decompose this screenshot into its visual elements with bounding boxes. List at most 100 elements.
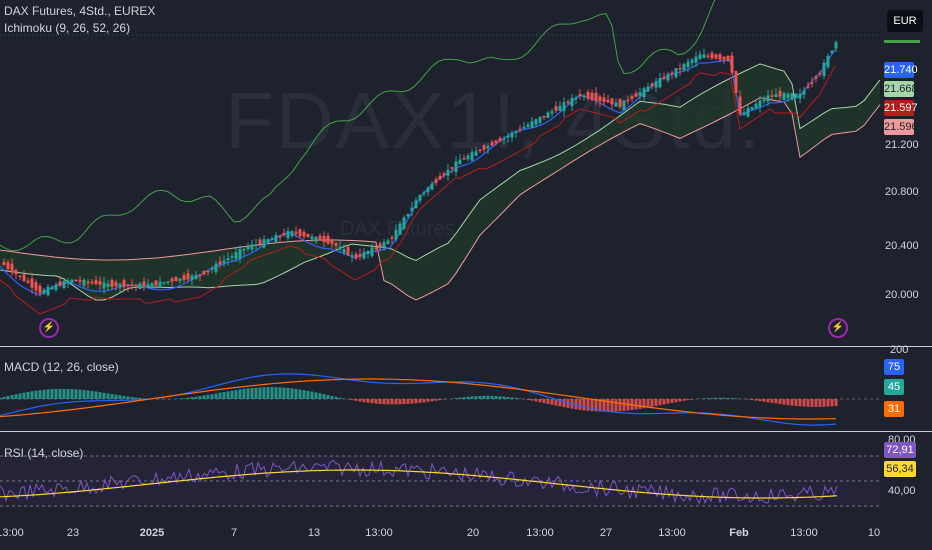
candle-body bbox=[446, 169, 450, 176]
macd-histogram-bar bbox=[186, 397, 190, 399]
macd-histogram-bar bbox=[106, 393, 110, 399]
senkou-b-price-badge: 21.596 bbox=[884, 119, 918, 135]
symbol-watermark-subtitle: DAX Futures bbox=[340, 218, 455, 240]
tenkan-price-badge: 21.740 bbox=[884, 62, 918, 78]
candle-body bbox=[442, 173, 446, 176]
macd-histogram-bar bbox=[550, 399, 554, 405]
macd-histogram-bar bbox=[54, 388, 58, 399]
candle-body bbox=[186, 273, 190, 280]
candle-body bbox=[326, 235, 330, 244]
candle-body bbox=[570, 97, 574, 106]
macd-histogram-bar bbox=[334, 396, 338, 399]
macd-histogram-bar bbox=[410, 399, 414, 404]
macd-histogram-bar bbox=[814, 399, 818, 407]
candle-body bbox=[526, 124, 530, 127]
macd-histogram-bar bbox=[2, 396, 6, 399]
candle-body bbox=[574, 97, 578, 100]
macd-histogram-bar bbox=[218, 392, 222, 399]
macd-histogram-bar bbox=[514, 397, 518, 399]
price-chart[interactable] bbox=[0, 0, 932, 346]
macd-histogram-bar bbox=[618, 399, 622, 412]
rsi-ma-badge: 56,34 bbox=[884, 461, 916, 477]
lightning-swap-icon[interactable]: ⚡ bbox=[39, 318, 59, 338]
macd-histogram-bar bbox=[202, 395, 206, 399]
candle-body bbox=[482, 145, 486, 150]
macd-histogram-bar bbox=[562, 399, 566, 408]
price-pane[interactable]: FDAX1!, 4Std. DAX Futures DAX Futures, 4… bbox=[0, 0, 932, 346]
macd-histogram-bar bbox=[602, 399, 606, 412]
candle-body bbox=[122, 280, 126, 287]
candle-body bbox=[298, 229, 302, 237]
candle-body bbox=[262, 239, 266, 248]
rsi-legend[interactable]: RSI (14, close) bbox=[4, 446, 84, 460]
candle-body bbox=[818, 72, 822, 75]
macd-histogram-bar bbox=[614, 399, 618, 412]
candle-body bbox=[470, 152, 474, 161]
candle-body bbox=[414, 200, 418, 209]
candle-body bbox=[762, 99, 766, 102]
candle-body bbox=[86, 281, 90, 284]
candle-body bbox=[490, 141, 494, 146]
candle-body bbox=[398, 223, 402, 235]
macd-histogram-bar bbox=[726, 397, 730, 399]
candle-body bbox=[338, 246, 342, 250]
lightning-icon[interactable]: ⚡ bbox=[828, 318, 848, 338]
candle-body bbox=[686, 61, 690, 68]
candle-body bbox=[170, 278, 174, 282]
macd-histogram-bar bbox=[810, 399, 814, 407]
macd-histogram-bar bbox=[702, 398, 706, 399]
macd-histogram-bar bbox=[402, 399, 406, 405]
macd-legend[interactable]: MACD (12, 26, close) bbox=[4, 360, 119, 374]
candle-body bbox=[402, 217, 406, 229]
candle-body bbox=[518, 128, 522, 131]
rsi-chart[interactable] bbox=[0, 432, 932, 516]
time-label: 13:00 bbox=[365, 527, 393, 539]
macd-histogram-bar bbox=[234, 390, 238, 399]
macd-chart[interactable] bbox=[0, 347, 932, 431]
macd-histogram-bar bbox=[566, 399, 570, 408]
pane-divider[interactable] bbox=[0, 431, 932, 432]
macd-histogram-bar bbox=[74, 389, 78, 399]
time-label: 13:00 bbox=[658, 527, 686, 539]
candle-body bbox=[106, 283, 110, 287]
macd-pane[interactable]: MACD (12, 26, close) 200 75 45 31 bbox=[0, 344, 932, 431]
ichimoku-legend[interactable]: Ichimoku (9, 26, 52, 26) bbox=[4, 21, 131, 35]
candle-body bbox=[66, 280, 70, 284]
time-axis[interactable]: 13:00 23 2025 7 13 13:00 20 13:00 27 13:… bbox=[0, 517, 932, 550]
macd-histogram-bar bbox=[366, 399, 370, 403]
candle-body bbox=[334, 243, 338, 246]
pane-divider[interactable] bbox=[0, 346, 932, 347]
currency-underline bbox=[884, 40, 920, 43]
macd-histogram-bar bbox=[390, 399, 394, 405]
macd-histogram-bar bbox=[66, 388, 70, 399]
candle-body bbox=[158, 281, 162, 288]
macd-histogram-bar bbox=[722, 397, 726, 399]
macd-histogram-bar bbox=[710, 397, 714, 399]
candle-body bbox=[814, 76, 818, 79]
macd-histogram-bar bbox=[406, 399, 410, 404]
candle-body bbox=[390, 237, 394, 239]
macd-histogram-bar bbox=[418, 399, 422, 403]
macd-histogram-bar bbox=[22, 392, 26, 399]
macd-histogram-bar bbox=[206, 394, 210, 399]
rsi-line bbox=[0, 459, 838, 505]
currency-button[interactable]: EUR bbox=[887, 10, 923, 32]
price-tick: 20.400 bbox=[885, 240, 919, 252]
macd-histogram-bar bbox=[478, 396, 482, 399]
candle-body bbox=[246, 246, 250, 250]
candle-body bbox=[774, 94, 778, 98]
candle-body bbox=[118, 284, 122, 288]
macd-histogram-bar bbox=[830, 399, 834, 407]
candle-body bbox=[22, 274, 26, 282]
macd-histogram-bar bbox=[542, 399, 546, 404]
candle-body bbox=[802, 90, 806, 95]
candle-body bbox=[206, 270, 210, 273]
candle-body bbox=[754, 103, 758, 109]
rsi-pane[interactable]: RSI (14, close) 80,00 40,00 72,91 56,34 bbox=[0, 432, 932, 516]
macd-histogram-bar bbox=[142, 398, 146, 399]
candle-body bbox=[266, 239, 270, 244]
candle-body bbox=[750, 107, 754, 110]
candle-body bbox=[714, 54, 718, 59]
candle-body bbox=[342, 249, 346, 253]
macd-histogram-bar bbox=[538, 399, 542, 403]
